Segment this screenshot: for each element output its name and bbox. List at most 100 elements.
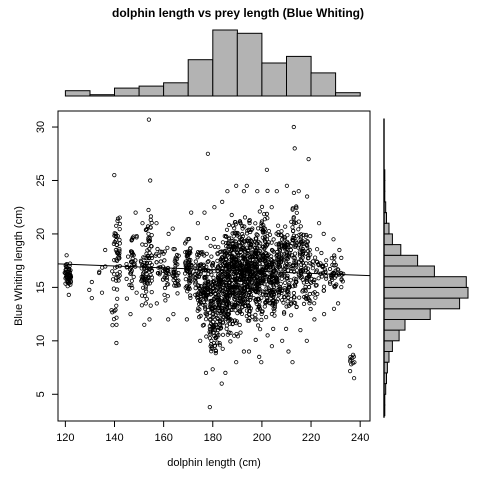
data-point bbox=[271, 294, 276, 299]
data-point bbox=[261, 277, 267, 283]
data-point bbox=[335, 267, 340, 272]
data-point bbox=[277, 264, 282, 269]
data-point bbox=[226, 311, 232, 316]
data-point bbox=[290, 206, 295, 211]
data-point bbox=[267, 261, 272, 266]
data-point bbox=[228, 307, 233, 312]
data-point bbox=[303, 268, 309, 273]
histogram-bar bbox=[383, 351, 390, 363]
data-point bbox=[165, 245, 170, 250]
data-point bbox=[162, 266, 168, 271]
data-point bbox=[148, 214, 153, 219]
data-point bbox=[198, 338, 203, 343]
data-point bbox=[260, 244, 265, 249]
data-point bbox=[231, 223, 236, 228]
data-point bbox=[274, 299, 279, 304]
data-point bbox=[113, 233, 118, 238]
data-point bbox=[292, 146, 297, 151]
data-point bbox=[65, 271, 70, 276]
data-point bbox=[148, 303, 153, 308]
data-point bbox=[279, 252, 284, 257]
data-point bbox=[209, 342, 214, 347]
histogram-bar bbox=[383, 265, 435, 278]
data-point bbox=[116, 256, 121, 261]
data-point bbox=[259, 204, 265, 209]
data-point bbox=[269, 247, 275, 253]
data-point bbox=[208, 310, 213, 315]
data-point bbox=[148, 272, 153, 278]
histogram-bar bbox=[383, 276, 467, 288]
data-point bbox=[183, 285, 188, 290]
data-point bbox=[193, 259, 198, 264]
data-point bbox=[114, 340, 119, 346]
histogram-bar bbox=[383, 318, 406, 331]
data-point bbox=[253, 288, 258, 294]
data-point bbox=[208, 301, 213, 306]
data-point bbox=[303, 295, 308, 301]
data-point bbox=[254, 277, 260, 282]
data-point bbox=[145, 253, 150, 258]
data-point bbox=[203, 302, 208, 307]
data-point bbox=[245, 300, 250, 305]
data-point bbox=[226, 222, 232, 228]
data-point bbox=[266, 229, 271, 234]
data-point bbox=[316, 221, 322, 226]
data-point bbox=[314, 247, 320, 252]
data-point bbox=[284, 242, 289, 247]
data-point bbox=[216, 265, 221, 270]
data-point bbox=[146, 278, 151, 283]
y-tick-label: 15 bbox=[35, 281, 47, 293]
data-point bbox=[65, 278, 70, 283]
data-point bbox=[140, 293, 145, 298]
data-point bbox=[290, 225, 295, 230]
data-point bbox=[224, 241, 229, 246]
data-point bbox=[183, 264, 188, 269]
data-point bbox=[331, 306, 337, 311]
data-point bbox=[114, 275, 119, 280]
data-point bbox=[117, 247, 122, 252]
data-point bbox=[223, 248, 228, 253]
data-point bbox=[245, 318, 250, 323]
data-point bbox=[275, 223, 281, 228]
data-point bbox=[329, 255, 334, 261]
data-point bbox=[304, 277, 310, 282]
data-point bbox=[114, 223, 119, 228]
data-point bbox=[222, 260, 227, 265]
data-point bbox=[288, 278, 293, 283]
data-point bbox=[144, 255, 149, 261]
data-point bbox=[223, 370, 228, 375]
data-point bbox=[208, 327, 213, 332]
data-point bbox=[290, 360, 295, 365]
data-point bbox=[261, 228, 266, 233]
data-point bbox=[270, 287, 275, 292]
data-point bbox=[266, 240, 271, 245]
data-point bbox=[332, 283, 337, 289]
data-point bbox=[216, 295, 221, 300]
data-point bbox=[207, 323, 212, 329]
data-point bbox=[197, 307, 202, 312]
data-point bbox=[142, 255, 147, 260]
data-point bbox=[147, 317, 152, 322]
data-point bbox=[226, 312, 231, 317]
data-point bbox=[284, 183, 289, 188]
data-point bbox=[285, 251, 290, 256]
data-point bbox=[242, 224, 247, 229]
data-point bbox=[200, 323, 205, 328]
data-point bbox=[173, 263, 178, 268]
data-point bbox=[253, 239, 258, 245]
data-point bbox=[247, 220, 252, 226]
data-point bbox=[204, 334, 209, 339]
data-point bbox=[259, 309, 264, 314]
data-point bbox=[238, 286, 243, 291]
data-point bbox=[166, 282, 171, 287]
data-point bbox=[291, 190, 296, 195]
data-point bbox=[339, 277, 344, 282]
data-point bbox=[148, 225, 153, 230]
data-point bbox=[158, 259, 163, 264]
data-point bbox=[221, 320, 226, 325]
data-point bbox=[306, 284, 312, 290]
data-point bbox=[262, 255, 267, 260]
data-point bbox=[242, 215, 248, 220]
data-point bbox=[294, 268, 299, 273]
data-point bbox=[307, 301, 312, 306]
